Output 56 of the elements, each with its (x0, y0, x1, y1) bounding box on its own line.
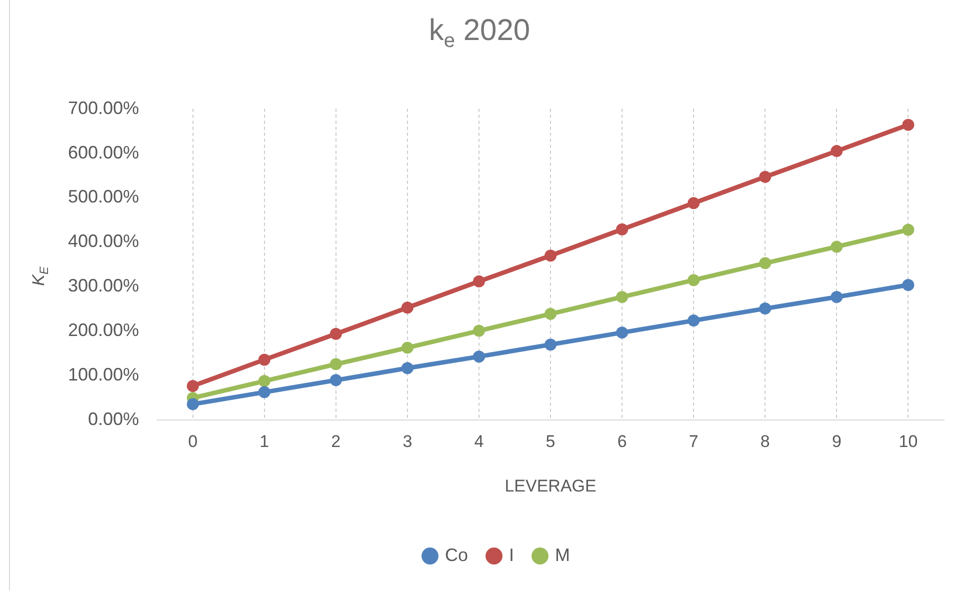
point (258, 375, 270, 388)
x-tick-label: 8 (760, 432, 770, 452)
point (186, 398, 199, 410)
x-tick-label: 2 (331, 432, 341, 452)
chart-title: k$_{e}$ 2020 (428, 14, 532, 53)
legend-label: I (509, 544, 514, 565)
point (830, 145, 843, 158)
y-tick-label: 100.00% (68, 364, 140, 385)
point (830, 290, 843, 303)
point (258, 386, 270, 398)
point (401, 362, 414, 374)
point (688, 314, 700, 327)
point (330, 358, 342, 370)
point (902, 224, 914, 236)
point (902, 278, 914, 291)
y-tick-label: 700.00% (68, 98, 140, 118)
y-tick-label: 600.00% (68, 142, 140, 162)
point (258, 354, 270, 366)
point (472, 275, 485, 288)
point (186, 380, 199, 392)
x-tick-label: 4 (474, 432, 484, 452)
point (759, 302, 772, 315)
x-tick-label: 1 (260, 432, 270, 452)
legend-label: M (555, 544, 570, 565)
point (401, 302, 414, 314)
point (330, 374, 342, 386)
point (544, 338, 557, 351)
point (472, 350, 485, 363)
point (830, 240, 843, 253)
point (616, 223, 628, 236)
point (688, 197, 700, 210)
point (330, 328, 342, 340)
y-tick-label: 500.00% (68, 186, 140, 207)
point (688, 274, 700, 286)
x-tick-label: 5 (546, 432, 556, 452)
x-tick-label: 6 (617, 432, 627, 452)
point (902, 118, 914, 131)
point (401, 342, 414, 354)
x-tick-label: 0 (188, 432, 198, 452)
x-tick-label: 9 (832, 432, 842, 452)
point (616, 290, 628, 303)
legend-label: Co (445, 544, 468, 565)
x-tick-label: 3 (402, 432, 412, 452)
point (544, 250, 557, 262)
y-tick-label: 300.00% (68, 276, 140, 296)
y-tick-label: 0.00% (88, 409, 140, 430)
y-tick-label: 200.00% (68, 320, 140, 340)
x-tick-label: 10 (898, 432, 918, 452)
point (472, 324, 485, 337)
y-tick-label: 400.00% (68, 231, 140, 252)
point (544, 308, 557, 320)
point (616, 326, 628, 339)
point (759, 257, 772, 270)
point (759, 170, 772, 183)
x-axis-title: LEVERAGE (504, 476, 596, 496)
x-tick-label: 7 (688, 432, 698, 452)
